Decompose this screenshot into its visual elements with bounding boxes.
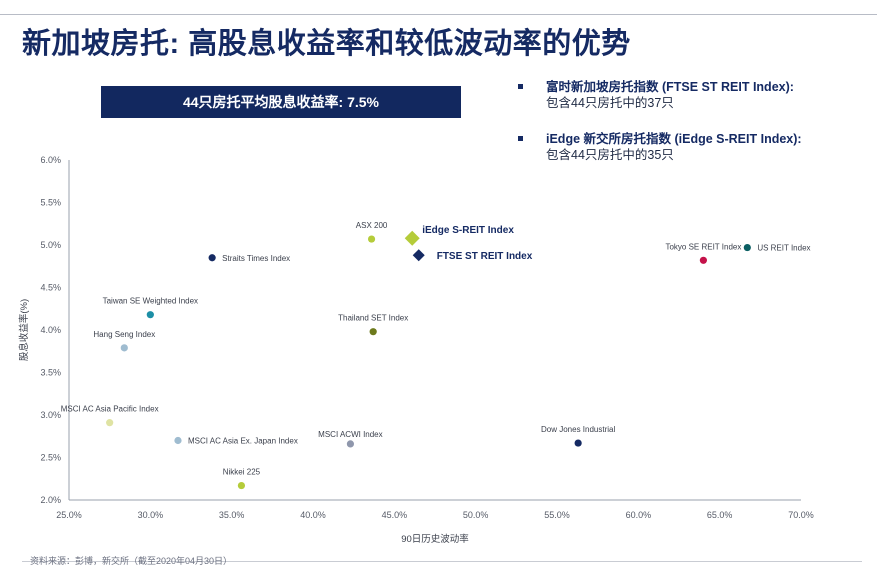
point-label-straits-times-index: Straits Times Index [222,254,290,263]
x-tick-label: 45.0% [382,510,408,520]
point-dow-jones-industrial [574,439,582,447]
x-tick-label: 70.0% [788,510,814,520]
x-tick-label: 40.0% [300,510,326,520]
bottom-rule [22,561,862,562]
page-title: 新加坡房托: 高股息收益率和较低波动率的优势 [22,28,631,60]
point-us-reit-index [743,243,751,252]
point-label-dow-jones-industrial: Dow Jones Industrial [541,425,615,434]
bullet-icon [518,84,523,89]
x-tick-label: 30.0% [138,510,164,520]
x-tick-label: 55.0% [544,510,570,520]
top-rule [0,14,877,15]
y-tick-label: 3.0% [40,410,61,420]
index-note-ftse: 富时新加坡房托指数 (FTSE ST REIT Index): 包含44只房托中… [518,79,868,111]
x-tick-label: 35.0% [219,510,245,520]
x-axis-title: 90日历史波动率 [401,533,469,545]
index-note-name: iEdge 新交所房托指数 (iEdge S-REIT Index): [546,132,802,146]
point-label-us-reit-index: US REIT Index [757,244,810,253]
point-label-iedge-s-reit-index: iEdge S-REIT Index [422,225,514,236]
y-tick-label: 5.5% [40,198,61,208]
y-tick-label: 3.5% [40,368,61,378]
y-tick-label: 4.0% [40,325,61,335]
y-tick-label: 6.0% [40,155,61,165]
point-ftse-st-reit-index [412,249,425,262]
index-note-iedge: iEdge 新交所房托指数 (iEdge S-REIT Index): 包含44… [518,131,868,163]
average-yield-text: 44只房托平均股息收益率: 7.5% [182,94,380,110]
x-tick-label: 60.0% [626,510,652,520]
y-tick-label: 2.0% [40,495,61,505]
point-taiwan-se-weighted-index [146,311,154,319]
index-note-desc: 包含44只房托中的35只 [546,148,674,162]
point-label-thailand-set-index: Thailand SET Index [338,314,408,323]
point-msci-ac-asia-ex-japan-index [174,436,182,445]
y-tick-label: 4.5% [40,283,61,293]
point-msci-ac-asia-pacific-index [106,419,114,427]
index-notes: 富时新加坡房托指数 (FTSE ST REIT Index): 包含44只房托中… [518,79,868,183]
x-tick-label: 25.0% [56,510,82,520]
y-axis-title: 股息收益率(%) [18,299,30,361]
y-tick-label: 2.5% [40,453,61,463]
point-label-tokyo-se-reit-index: Tokyo SE REIT Index [665,242,741,251]
point-label-taiwan-se-weighted-index: Taiwan SE Weighted Index [103,297,198,306]
point-label-msci-ac-asia-ex-japan-index: MSCI AC Asia Ex. Japan Index [188,437,298,446]
point-label-msci-ac-asia-pacific-index: MSCI AC Asia Pacific Index [61,405,159,414]
point-label-asx-200: ASX 200 [356,221,388,230]
x-tick-label: 50.0% [463,510,489,520]
point-label-ftse-st-reit-index: FTSE ST REIT Index [437,251,533,262]
source-note: 资料来源：彭博，新交所（截至2020年04月30日） [30,556,233,566]
point-straits-times-index [208,254,216,262]
point-thailand-set-index [369,328,377,336]
index-note-name: 富时新加坡房托指数 (FTSE ST REIT Index): [546,80,794,94]
point-label-hang-seng-index: Hang Seng Index [93,330,155,339]
point-label-msci-acwi-index: MSCI ACWI Index [318,430,382,439]
index-note-desc: 包含44只房托中的37只 [546,96,674,110]
point-msci-acwi-index [346,440,355,448]
point-iedge-s-reit-index [404,230,420,246]
x-tick-label: 65.0% [707,510,733,520]
point-nikkei-225 [237,481,246,490]
average-yield-banner: 44只房托平均股息收益率: 7.5% [101,86,461,118]
point-label-nikkei-225: Nikkei 225 [223,468,261,477]
bullet-icon [518,136,523,141]
point-tokyo-se-reit-index [699,256,708,264]
point-asx-200 [367,235,376,243]
point-hang-seng-index [120,344,128,352]
y-tick-label: 5.0% [40,240,61,250]
